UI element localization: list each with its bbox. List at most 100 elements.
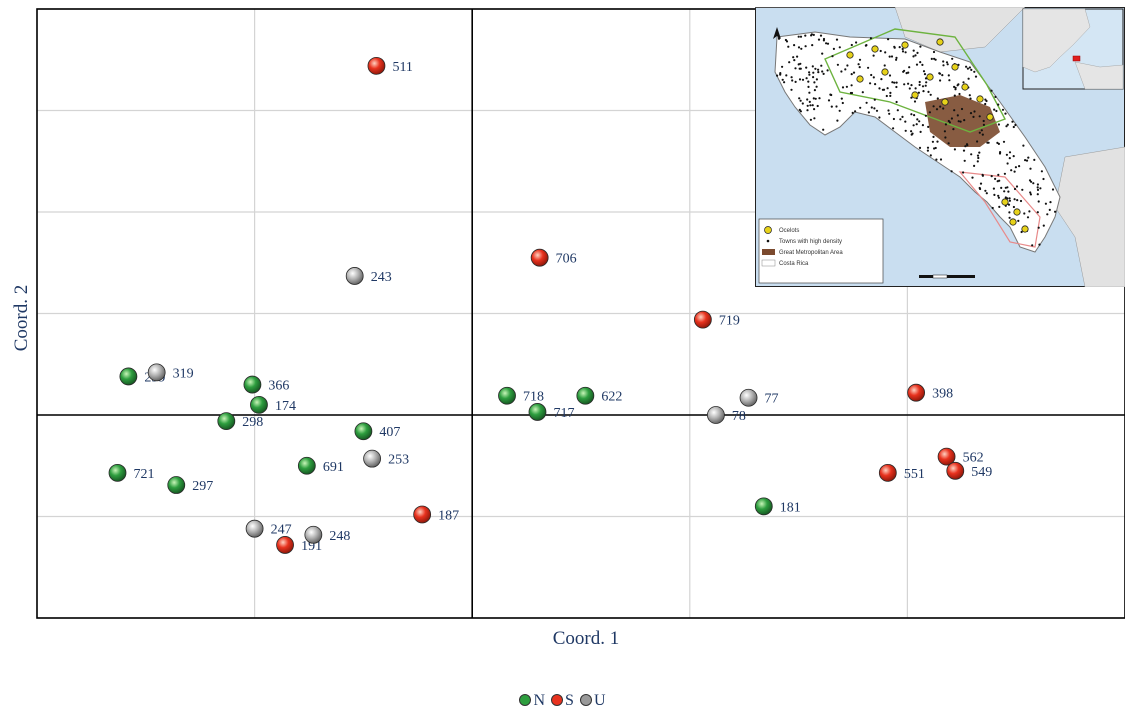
town-dot bbox=[776, 75, 778, 77]
town-dot bbox=[1029, 179, 1031, 181]
town-dot bbox=[842, 102, 844, 104]
town-dot bbox=[954, 88, 956, 90]
town-dot bbox=[839, 110, 841, 112]
town-dot bbox=[836, 120, 838, 122]
town-dot bbox=[998, 123, 1000, 125]
map-legend-country: Costa Rica bbox=[779, 261, 809, 267]
town-dot bbox=[1004, 173, 1006, 175]
town-dot bbox=[905, 130, 907, 132]
ocelot-marker bbox=[1002, 199, 1008, 205]
town-dot bbox=[932, 141, 934, 143]
town-dot bbox=[883, 89, 885, 91]
town-dot bbox=[1003, 190, 1005, 192]
town-dot bbox=[837, 64, 839, 66]
town-dot bbox=[936, 108, 938, 110]
town-dot bbox=[878, 116, 880, 118]
legend-label-S: S bbox=[565, 692, 574, 709]
town-dot bbox=[909, 87, 911, 89]
town-dot bbox=[1016, 199, 1018, 201]
town-dot bbox=[782, 79, 784, 81]
point-label-248: 248 bbox=[329, 529, 350, 544]
town-dot bbox=[979, 115, 981, 117]
town-dot bbox=[904, 121, 906, 123]
town-dot bbox=[813, 81, 815, 83]
town-dot bbox=[933, 147, 935, 149]
town-dot bbox=[925, 81, 927, 83]
town-dot bbox=[905, 51, 907, 53]
point-label-297: 297 bbox=[192, 479, 213, 494]
town-dot bbox=[901, 116, 903, 118]
scale-bar bbox=[919, 275, 975, 278]
town-dot bbox=[814, 89, 816, 91]
town-dot bbox=[984, 99, 986, 101]
town-dot bbox=[1018, 165, 1020, 167]
town-dot bbox=[880, 50, 882, 52]
town-dot bbox=[1029, 168, 1031, 170]
town-dot bbox=[970, 153, 972, 155]
town-dot bbox=[948, 74, 950, 76]
town-dot bbox=[870, 37, 872, 39]
town-dot bbox=[919, 84, 921, 86]
town-dot bbox=[809, 104, 811, 106]
town-dot bbox=[793, 59, 795, 61]
town-dot bbox=[1049, 201, 1051, 203]
town-dot bbox=[892, 127, 894, 129]
town-dot bbox=[1037, 193, 1039, 195]
point-N-366 bbox=[244, 376, 261, 393]
town-dot bbox=[868, 111, 870, 113]
town-dot bbox=[865, 44, 867, 46]
town-dot bbox=[1027, 157, 1029, 159]
town-dot bbox=[1031, 244, 1033, 246]
point-S-511 bbox=[368, 57, 385, 74]
town-dot bbox=[887, 38, 889, 40]
town-dot bbox=[920, 131, 922, 133]
town-dot bbox=[922, 124, 924, 126]
town-dot bbox=[858, 63, 860, 65]
town-dot bbox=[936, 141, 938, 143]
town-dot bbox=[925, 85, 927, 87]
town-dot bbox=[1013, 126, 1015, 128]
town-dot bbox=[981, 129, 983, 131]
town-dot bbox=[967, 68, 969, 70]
town-dot bbox=[962, 81, 964, 83]
town-dot bbox=[1024, 159, 1026, 161]
ocelot-marker bbox=[937, 39, 943, 45]
town-dot bbox=[983, 124, 985, 126]
town-dot bbox=[820, 65, 822, 67]
point-label-243: 243 bbox=[371, 270, 392, 285]
town-dot bbox=[818, 39, 820, 41]
ocelot-marker bbox=[902, 42, 908, 48]
town-dot bbox=[867, 67, 869, 69]
town-dot bbox=[1028, 210, 1030, 212]
town-dot bbox=[1009, 151, 1011, 153]
town-dot bbox=[1011, 121, 1013, 123]
town-dot bbox=[827, 43, 829, 45]
town-dot bbox=[796, 56, 798, 58]
town-dot bbox=[1039, 187, 1041, 189]
ocelot-marker bbox=[977, 96, 983, 102]
town-dot bbox=[1014, 171, 1016, 173]
town-dot bbox=[880, 78, 882, 80]
town-dot bbox=[893, 46, 895, 48]
town-dot bbox=[942, 107, 944, 109]
town-dot bbox=[802, 102, 804, 104]
town-dot bbox=[941, 74, 943, 76]
town-dot bbox=[893, 118, 895, 120]
town-dot bbox=[982, 134, 984, 136]
point-label-247: 247 bbox=[271, 523, 292, 538]
town-dot bbox=[870, 74, 872, 76]
point-U-248 bbox=[305, 526, 322, 543]
town-dot bbox=[827, 69, 829, 71]
town-dot bbox=[977, 160, 979, 162]
map-legend-metro: Great Metropolitan Area bbox=[779, 250, 843, 256]
point-label-298: 298 bbox=[242, 415, 263, 430]
town-dot bbox=[1032, 182, 1034, 184]
town-dot bbox=[1008, 204, 1010, 206]
town-dot bbox=[1038, 200, 1040, 202]
town-dot bbox=[908, 66, 910, 68]
y-axis-title: Coord. 2 bbox=[11, 285, 32, 352]
town-dot bbox=[1008, 211, 1010, 213]
town-dot bbox=[854, 110, 856, 112]
town-dot bbox=[1038, 227, 1040, 229]
town-dot bbox=[899, 46, 901, 48]
